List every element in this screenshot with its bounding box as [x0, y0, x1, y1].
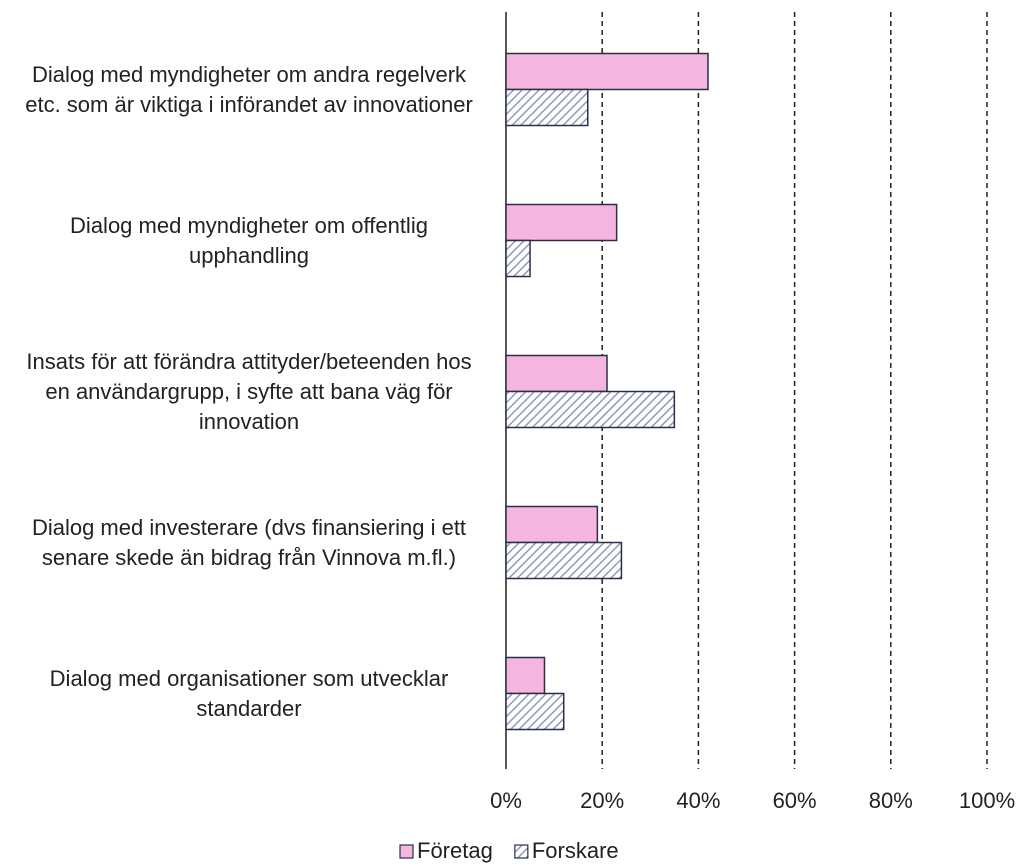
legend-label: Forskare [532, 838, 619, 863]
category-label: Insats för att förändra attityder/beteen… [26, 348, 472, 434]
bar [505, 203, 618, 242]
bar [505, 52, 709, 91]
bar [505, 656, 546, 695]
bar [505, 505, 599, 544]
legend-swatch [514, 844, 529, 859]
x-tick-label: 0% [490, 788, 522, 813]
bar [505, 354, 608, 393]
x-tick-label: 60% [773, 788, 817, 813]
category-label: Dialog med organisationer som utvecklar … [49, 665, 449, 721]
bar [505, 692, 565, 731]
legend-swatch [399, 844, 414, 859]
legend-label: Företag [417, 838, 493, 863]
bar [505, 390, 676, 429]
category-label: Dialog med myndigheter om offentlig upph… [70, 212, 428, 268]
x-tick-label: 80% [869, 788, 913, 813]
x-tick-label: 40% [676, 788, 720, 813]
bar [505, 88, 589, 127]
bar [505, 239, 531, 278]
category-label: Dialog med myndigheter om andra regelver… [25, 61, 473, 117]
x-tick-label: 100% [959, 788, 1015, 813]
bar [505, 541, 623, 580]
category-label: Dialog med investerare (dvs finansiering… [31, 514, 467, 570]
x-tick-label: 20% [580, 788, 624, 813]
